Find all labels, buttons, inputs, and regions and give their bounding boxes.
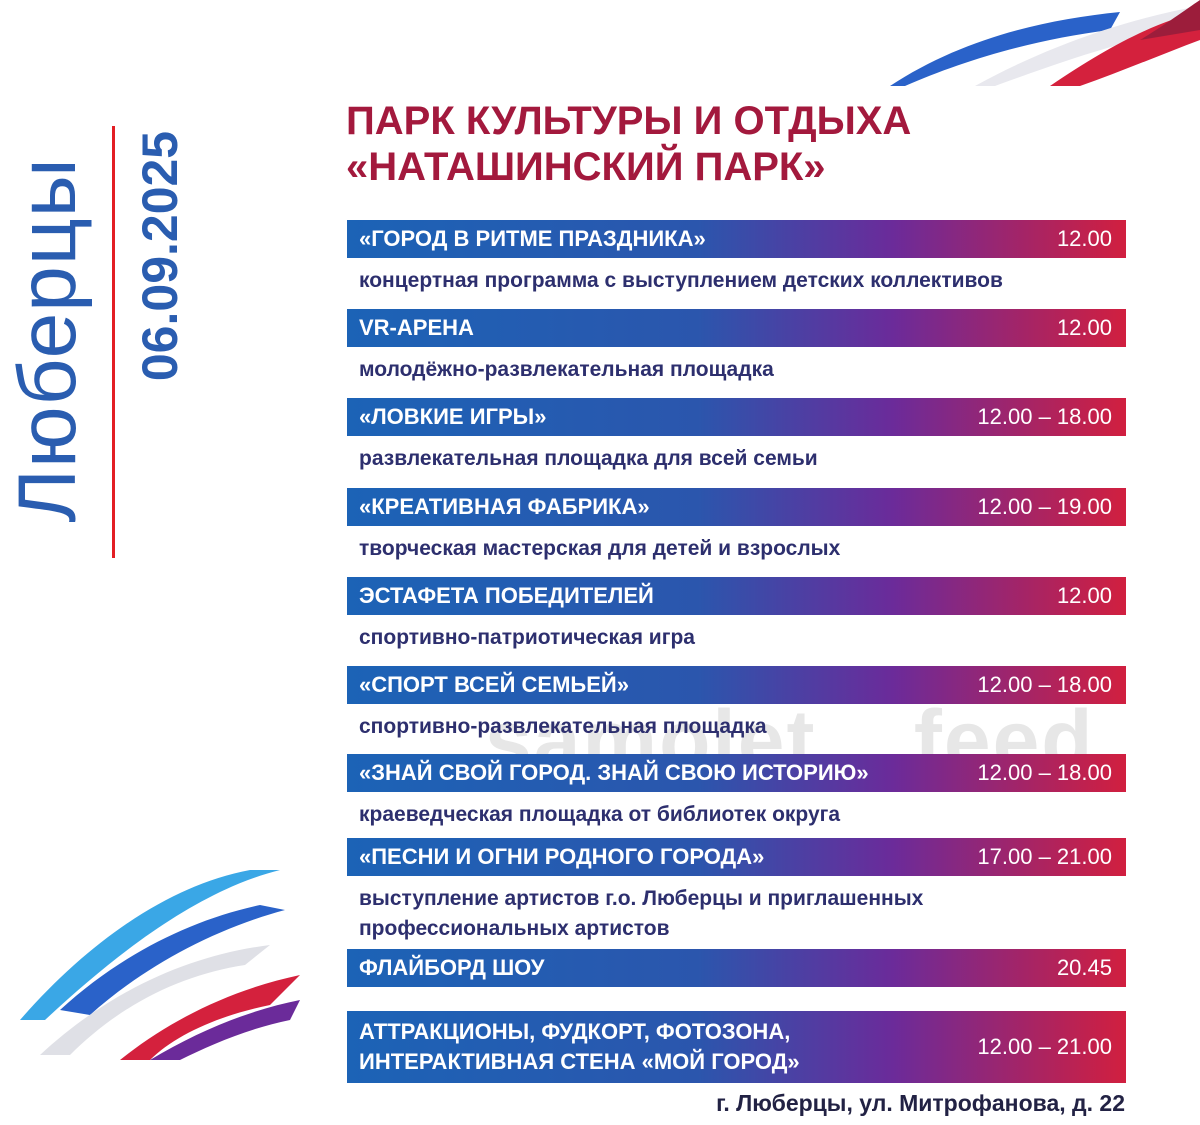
event-bar: «ЛОВКИЕ ИГРЫ» 12.00 – 18.00 (347, 398, 1126, 436)
event-bar: ЭСТАФЕТА ПОБЕДИТЕЛЕЙ 12.00 (347, 577, 1126, 615)
event-time: 12.00 – 18.00 (977, 672, 1112, 697)
event-bar: «ПЕСНИ И ОГНИ РОДНОГО ГОРОДА» 17.00 – 21… (347, 838, 1126, 876)
event-time: 12.00 – 19.00 (977, 494, 1112, 519)
event-row: АТТРАКЦИОНЫ, ФУДКОРТ, ФОТОЗОНА, ИНТЕРАКТ… (347, 1011, 1126, 1083)
event-description: концертная программа с выступлением детс… (359, 269, 1003, 292)
event-name: VR-АРЕНА (359, 315, 474, 340)
event-bar: «ГОРОД В РИТМЕ ПРАЗДНИКА» 12.00 (347, 220, 1126, 258)
event-time: 17.00 – 21.00 (977, 844, 1112, 869)
event-time: 12.00 (1056, 583, 1112, 608)
event-name: «ГОРОД В РИТМЕ ПРАЗДНИКА» (359, 226, 706, 251)
event-row: VR-АРЕНА 12.00 молодёжно-развлекательная… (347, 309, 1126, 385)
event-row: «КРЕАТИВНАЯ ФАБРИКА» 12.00 – 19.00 творч… (347, 488, 1126, 564)
event-description: краеведческая площадка от библиотек окру… (359, 803, 841, 826)
event-date: 06.09.2025 (132, 130, 188, 382)
event-row: «ПЕСНИ И ОГНИ РОДНОГО ГОРОДА» 17.00 – 21… (347, 838, 1126, 944)
event-name: «КРЕАТИВНАЯ ФАБРИКА» (359, 494, 650, 519)
title-line-2: «НАТАШИНСКИЙ ПАРК» (346, 145, 826, 189)
event-bar: «СПОРТ ВСЕЙ СЕМЬЕЙ» 12.00 – 18.00 (347, 666, 1126, 704)
event-row: «СПОРТ ВСЕЙ СЕМЬЕЙ» 12.00 – 18.00 спорти… (347, 666, 1126, 742)
event-row: ФЛАЙБОРД ШОУ 20.45 (347, 949, 1126, 987)
event-time: 12.00 – 18.00 (977, 760, 1112, 785)
title-line-1: ПАРК КУЛЬТУРЫ И ОТДЫХА (346, 99, 912, 143)
event-name: «СПОРТ ВСЕЙ СЕМЬЕЙ» (359, 672, 629, 697)
event-name: «ПЕСНИ И ОГНИ РОДНОГО ГОРОДА» (359, 844, 765, 869)
event-bar: ФЛАЙБОРД ШОУ 20.45 (347, 949, 1126, 987)
event-description: спортивно-развлекательная площадка (359, 715, 767, 738)
event-name: ЭСТАФЕТА ПОБЕДИТЕЛЕЙ (359, 583, 654, 608)
event-time: 12.00 (1056, 226, 1112, 251)
event-description: спортивно-патриотическая игра (359, 626, 695, 649)
event-bar: АТТРАКЦИОНЫ, ФУДКОРТ, ФОТОЗОНА, ИНТЕРАКТ… (347, 1011, 1126, 1083)
event-row: ЭСТАФЕТА ПОБЕДИТЕЛЕЙ 12.00 спортивно-пат… (347, 577, 1126, 653)
event-row: «ГОРОД В РИТМЕ ПРАЗДНИКА» 12.00 концертн… (347, 220, 1126, 296)
divider-line (112, 126, 115, 558)
event-time: 12.00 – 21.00 (977, 1034, 1112, 1059)
event-description: молодёжно-развлекательная площадка (359, 358, 774, 381)
top-flag-swoosh (890, 0, 1200, 86)
event-name: АТТРАКЦИОНЫ, ФУДКОРТ, ФОТОЗОНА, ИНТЕРАКТ… (359, 1019, 800, 1074)
event-description: выступление артистов г.о. Люберцы и приг… (359, 887, 924, 940)
city-name: Люберцы (2, 157, 93, 523)
event-row: «ЛОВКИЕ ИГРЫ» 12.00 – 18.00 развлекатель… (347, 398, 1126, 474)
event-bar: «ЗНАЙ СВОЙ ГОРОД. ЗНАЙ СВОЮ ИСТОРИЮ» 12.… (347, 754, 1126, 792)
page-title: ПАРК КУЛЬТУРЫ И ОТДЫХА «НАТАШИНСКИЙ ПАРК… (346, 98, 911, 190)
event-bar: «КРЕАТИВНАЯ ФАБРИКА» 12.00 – 19.00 (347, 488, 1126, 526)
event-bar: VR-АРЕНА 12.00 (347, 309, 1126, 347)
event-row: «ЗНАЙ СВОЙ ГОРОД. ЗНАЙ СВОЮ ИСТОРИЮ» 12.… (347, 754, 1126, 830)
event-time: 20.45 (1056, 955, 1112, 980)
bottom-flag-swoosh (20, 870, 300, 1060)
event-name: ФЛАЙБОРД ШОУ (359, 955, 545, 980)
event-time: 12.00 (1056, 315, 1112, 340)
event-description: развлекательная площадка для всей семьи (359, 447, 818, 470)
event-description: творческая мастерская для детей и взросл… (359, 537, 841, 560)
event-time: 12.00 – 18.00 (977, 404, 1112, 429)
event-name: «ЛОВКИЕ ИГРЫ» (359, 404, 547, 429)
event-name: «ЗНАЙ СВОЙ ГОРОД. ЗНАЙ СВОЮ ИСТОРИЮ» (359, 760, 869, 785)
venue-address: г. Люберцы, ул. Митрофанова, д. 22 (716, 1090, 1125, 1116)
